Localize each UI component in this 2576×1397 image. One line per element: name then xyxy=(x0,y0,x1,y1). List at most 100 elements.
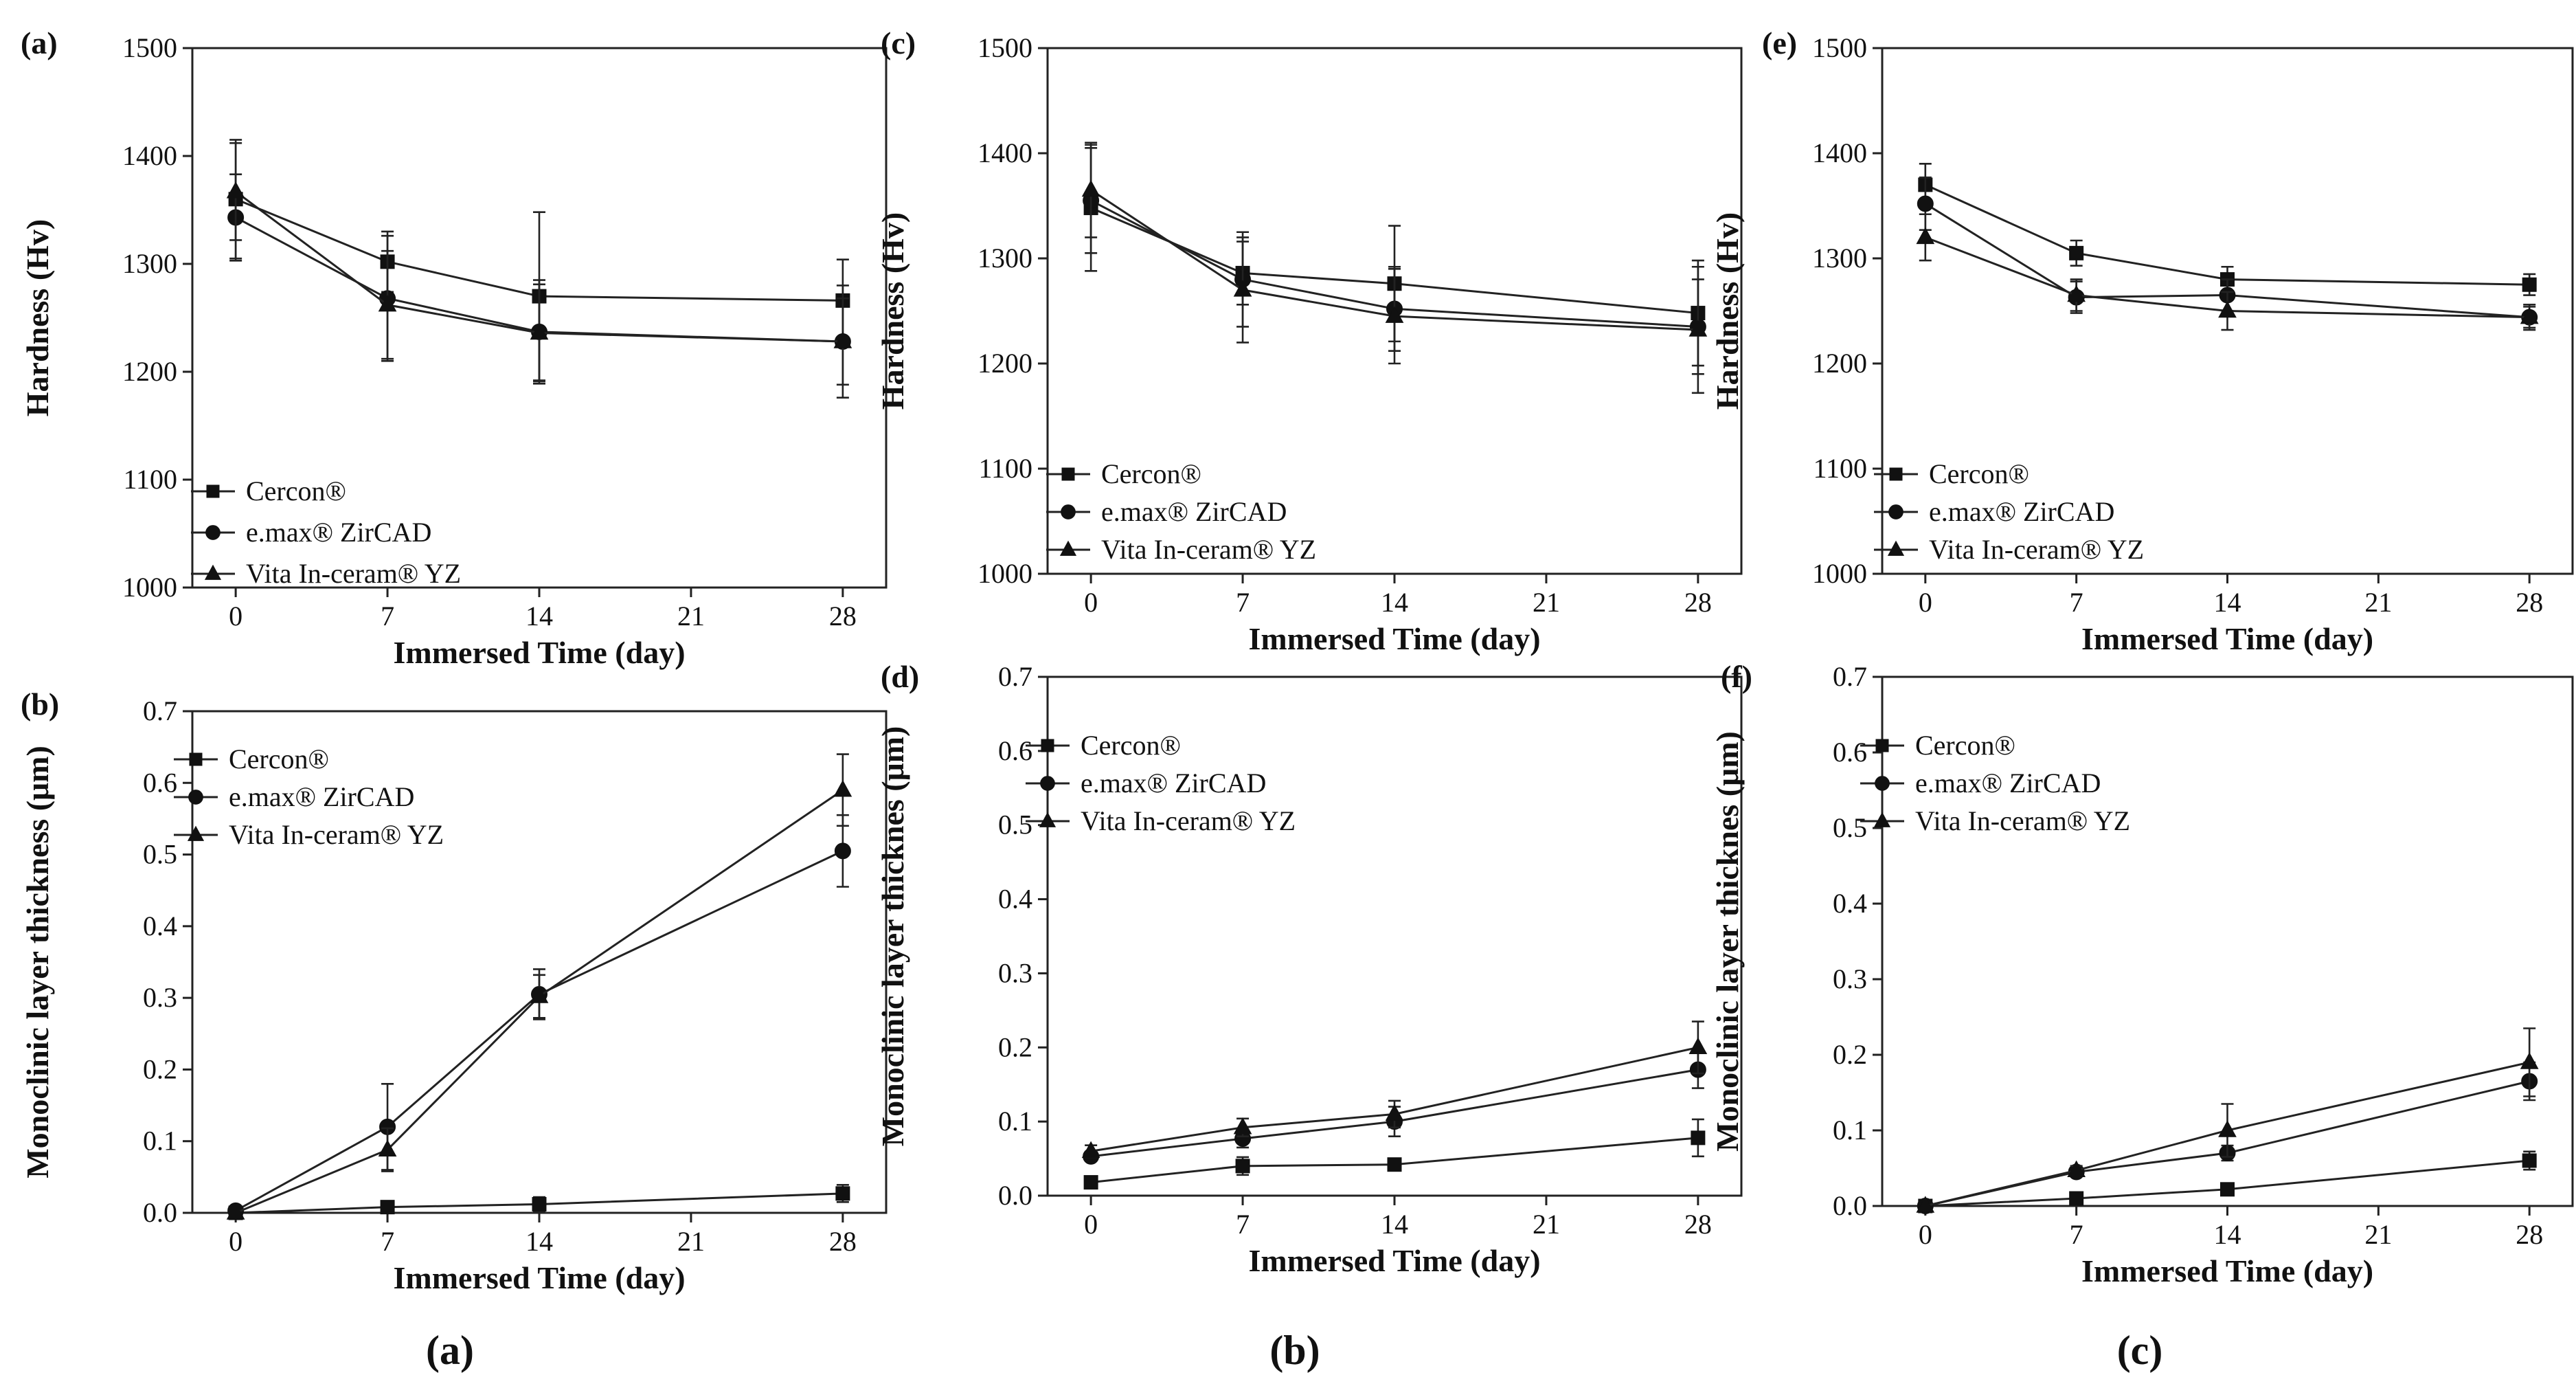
y-tick-label: 0.5 xyxy=(1833,812,1867,843)
data-point xyxy=(833,331,852,348)
y-tick-label: 0.1 xyxy=(143,1126,177,1156)
x-tick-label: 7 xyxy=(381,1226,394,1257)
x-tick-label: 21 xyxy=(1533,587,1560,618)
legend-marker xyxy=(189,752,203,766)
legend-marker xyxy=(1040,776,1055,791)
legend-label: Vita In-ceram® YZ xyxy=(1929,534,2144,565)
x-tick-label: 28 xyxy=(2516,587,2543,618)
y-tick-label: 1300 xyxy=(1812,243,1867,273)
legend: Cercon® e.max® ZirCAD Vita In-ceram® YZ xyxy=(1860,730,2130,836)
legend-marker xyxy=(1873,812,1891,827)
y-tick-label: 0.3 xyxy=(1833,963,1867,994)
series-line xyxy=(235,850,844,1212)
series-cercon xyxy=(1918,163,2537,296)
series-vita-in-ceram-yz xyxy=(1081,1020,1708,1159)
y-tick-label: 1000 xyxy=(1812,558,1867,589)
series-line xyxy=(1925,1061,2530,1207)
y-tick-label: 1100 xyxy=(978,453,1032,484)
series-line xyxy=(236,1192,843,1214)
y-tick-label: 0.0 xyxy=(998,1180,1032,1211)
series-line xyxy=(1925,1159,2530,1207)
y-tick-label: 0.0 xyxy=(1833,1190,1867,1221)
legend-label: Vita In-ceram® YZ xyxy=(1081,805,1296,836)
column-label-a: (a) xyxy=(426,1328,474,1373)
legend-label: Cercon® xyxy=(1101,458,1201,489)
data-point xyxy=(833,780,852,797)
y-tick-label: 1200 xyxy=(978,348,1032,379)
legend-label: e.max® ZirCAD xyxy=(229,781,414,812)
panel-label: (e) xyxy=(1762,25,1797,60)
x-tick-label: 7 xyxy=(2070,587,2083,618)
legend-label: e.max® ZirCAD xyxy=(1101,496,1287,527)
x-tick-label: 0 xyxy=(229,601,242,632)
legend-marker xyxy=(1041,739,1054,752)
legend: Cercon® e.max® ZirCAD Vita In-ceram® YZ xyxy=(1874,458,2144,565)
x-tick-label: 0 xyxy=(1919,1219,1932,1250)
y-tick-label: 1300 xyxy=(122,248,177,279)
x-tick-label: 7 xyxy=(2070,1219,2083,1250)
y-tick-label: 0.7 xyxy=(998,661,1032,692)
y-tick-label: 0.6 xyxy=(1833,737,1867,768)
x-tick-label: 28 xyxy=(1684,587,1712,618)
x-tick-label: 14 xyxy=(2214,587,2241,618)
x-tick-label: 21 xyxy=(1533,1209,1560,1240)
legend-label: Cercon® xyxy=(229,744,329,774)
panel-label: (f) xyxy=(1721,659,1752,694)
x-tick-label: 21 xyxy=(2364,587,2392,618)
y-tick-label: 1300 xyxy=(978,243,1032,273)
series-e-max-zircad xyxy=(227,814,851,1219)
x-axis-title: Immersed Time (day) xyxy=(2081,1253,2373,1288)
y-tick-label: 0.5 xyxy=(143,839,177,870)
series-line xyxy=(235,789,844,1214)
y-axis-title: Monoclinic layer thicknes (μm) xyxy=(1710,731,1745,1152)
data-point xyxy=(2520,1052,2539,1069)
legend-label: Cercon® xyxy=(1929,458,2029,489)
y-tick-label: 1500 xyxy=(122,32,177,63)
legend-label: Cercon® xyxy=(1915,730,2015,761)
data-point xyxy=(1083,1175,1098,1190)
legend-label: Vita In-ceram® YZ xyxy=(246,558,461,589)
legend-label: e.max® ZirCAD xyxy=(1081,768,1266,798)
data-point xyxy=(2067,1160,2086,1178)
x-tick-label: 7 xyxy=(381,601,394,632)
panel-c: (c) 1000 1100 1200 1300 1400 1500 0 7 14 21 28 Immer… xyxy=(875,25,1743,656)
y-tick-label: 0.6 xyxy=(998,735,1032,766)
x-tick-label: 0 xyxy=(1919,587,1932,618)
y-axis-title: Hardness (Hv) xyxy=(20,219,55,417)
y-tick-label: 0.3 xyxy=(143,982,177,1013)
panel-a: (a) 1000 1100 1200 1300 1400 1500 0 7 14 21 28 Immer… xyxy=(20,25,888,670)
series-vita-in-ceram-yz xyxy=(1916,213,2539,331)
y-tick-label: 0.2 xyxy=(143,1053,177,1084)
legend-marker xyxy=(205,525,221,540)
series-cercon xyxy=(1083,1118,1706,1190)
legend-marker xyxy=(1888,504,1903,519)
x-tick-label: 0 xyxy=(1084,1209,1098,1240)
legend-marker xyxy=(187,825,205,841)
legend-label: Vita In-ceram® YZ xyxy=(1915,805,2130,836)
y-tick-label: 1200 xyxy=(122,356,177,387)
series-line xyxy=(1925,203,2530,319)
y-tick-label: 1100 xyxy=(123,464,177,495)
legend-marker xyxy=(188,790,203,805)
y-tick-label: 1400 xyxy=(978,137,1032,168)
x-tick-label: 0 xyxy=(229,1226,242,1257)
legend-marker xyxy=(204,564,222,580)
y-tick-label: 1000 xyxy=(978,558,1032,589)
data-point xyxy=(1385,1104,1404,1121)
x-tick-label: 7 xyxy=(1236,587,1250,618)
x-tick-label: 7 xyxy=(1236,1209,1250,1240)
legend-marker xyxy=(1875,776,1890,791)
data-point xyxy=(2067,284,2086,302)
data-point xyxy=(1916,227,1935,245)
x-tick-label: 28 xyxy=(829,601,857,632)
legend: Cercon® e.max® ZirCAD Vita In-ceram® YZ xyxy=(1026,730,1296,836)
y-axis-title: Hardness (Hv) xyxy=(1710,212,1745,410)
x-tick-label: 28 xyxy=(2516,1219,2543,1250)
legend-label: e.max® ZirCAD xyxy=(1929,496,2114,527)
data-point xyxy=(1387,1157,1402,1172)
series-vita-in-ceram-yz xyxy=(226,142,852,386)
x-tick-label: 28 xyxy=(1684,1209,1712,1240)
legend-marker xyxy=(206,484,220,498)
y-tick-label: 0.0 xyxy=(143,1197,177,1228)
